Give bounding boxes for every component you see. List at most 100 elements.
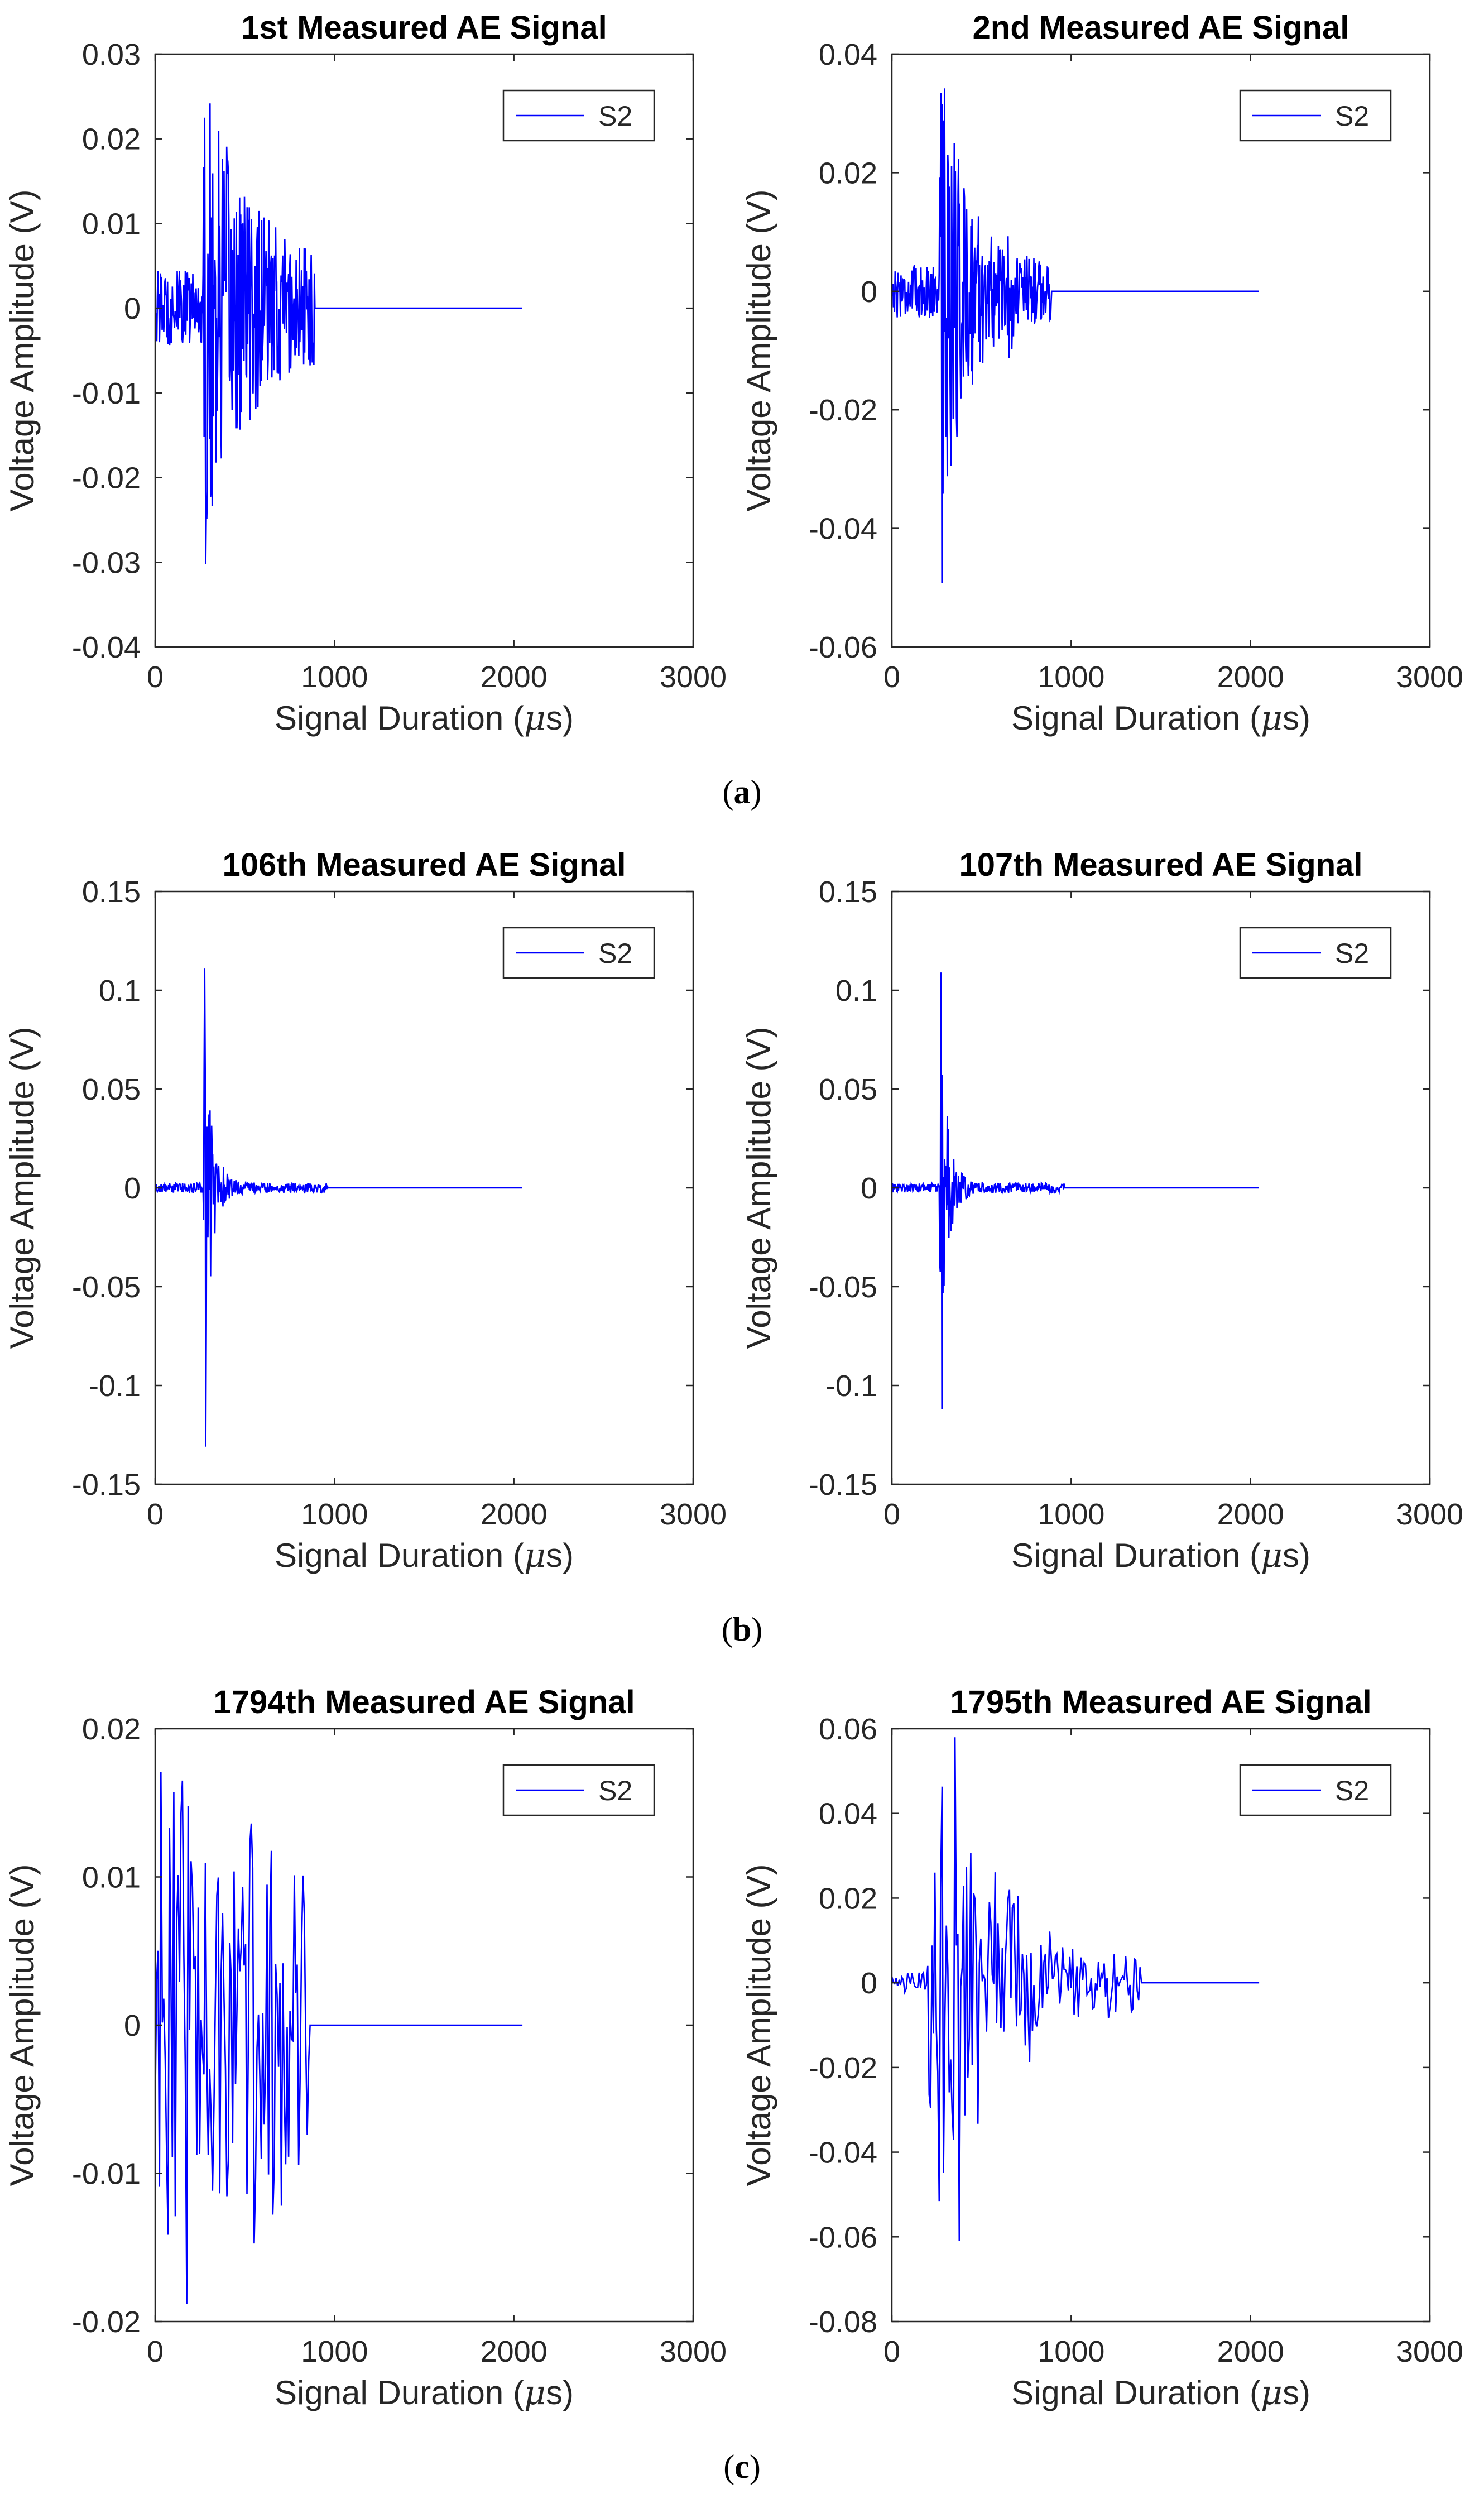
x-tick-label: 3000	[660, 2335, 727, 2368]
x-tick-label: 3000	[660, 660, 727, 694]
y-tick-label: -0.02	[809, 2051, 877, 2085]
panel-label-b: (b)	[721, 1611, 763, 1648]
x-tick-label: 3000	[1396, 660, 1463, 694]
x-axis-label: Signal Duration (μs)	[1011, 699, 1310, 738]
y-tick-label: -0.02	[72, 2305, 141, 2339]
y-tick-label: 0	[124, 1172, 141, 1205]
y-tick-label: -0.06	[809, 631, 877, 664]
axes-box	[891, 1728, 1431, 2323]
y-tick-label: 0.01	[82, 207, 141, 241]
legend-label: S2	[1335, 1775, 1369, 1806]
x-tick-label: 1000	[1038, 660, 1104, 694]
series-line-s2	[155, 968, 522, 1447]
x-tick-label: 1000	[301, 2335, 368, 2368]
x-tick-label: 2000	[1217, 660, 1284, 694]
y-tick-label: 0.05	[82, 1073, 141, 1106]
chart-1: 1st Measured AE Signal 0 1000 2000 3000 -0.04…	[3, 9, 727, 738]
y-tick-label: 0.04	[819, 1797, 877, 1831]
series-line-s2	[155, 1772, 523, 2304]
y-tick-label: -0.1	[825, 1369, 877, 1403]
x-tick-label: 1000	[1038, 1498, 1104, 1531]
y-tick-label: -0.05	[809, 1270, 877, 1304]
legend-label: S2	[598, 100, 632, 132]
x-axis-label: Signal Duration (μs)	[1011, 2373, 1310, 2413]
chart-title: 1795th Measured AE Signal	[950, 1684, 1371, 1720]
y-axis-label: Voltage Amplitude (V)	[740, 189, 777, 511]
y-axis-label: Voltage Amplitude (V)	[740, 1864, 777, 2186]
series-line-s2	[892, 1737, 1260, 2241]
y-tick-label: -0.1	[89, 1369, 141, 1403]
x-tick-label: 2000	[481, 1498, 548, 1531]
y-tick-label: 0	[124, 292, 141, 325]
y-tick-label: 0.02	[82, 1713, 141, 1746]
x-tick-label: 0	[883, 660, 900, 694]
x-axis-label: Signal Duration (μs)	[275, 1536, 574, 1575]
series-line-s2	[892, 972, 1259, 1409]
panel-label-c: (c)	[723, 2448, 761, 2485]
x-tick-label: 1000	[1038, 2335, 1104, 2368]
y-tick-label: 0.05	[819, 1073, 877, 1106]
y-tick-label: 0.03	[82, 38, 141, 71]
y-tick-label: -0.02	[72, 462, 141, 495]
y-tick-label: 0.01	[82, 1861, 141, 1895]
y-tick-label: -0.04	[809, 2136, 877, 2170]
legend: S2	[1239, 89, 1392, 142]
y-tick-label: 0.1	[835, 974, 877, 1008]
x-tick-label: 3000	[1396, 1498, 1463, 1531]
y-tick-label: -0.01	[72, 2157, 141, 2191]
chart-2: 2nd Measured AE Signal 0 1000 2000 3000 -0.06…	[740, 9, 1463, 738]
chart-6: 1795th Measured AE Signal 0 1000 2000 3000 -0…	[740, 1684, 1463, 2413]
legend-label: S2	[598, 938, 632, 969]
y-tick-label: 0.02	[819, 156, 877, 190]
panel-label-a: (a)	[722, 774, 762, 811]
x-tick-label: 1000	[301, 660, 368, 694]
y-tick-label: -0.06	[809, 2221, 877, 2254]
chart-title: 106th Measured AE Signal	[222, 847, 626, 883]
legend: S2	[1239, 927, 1392, 979]
y-axis-label: Voltage Amplitude (V)	[3, 1864, 41, 2186]
y-tick-label: 0	[861, 275, 877, 309]
axes-box	[154, 53, 694, 648]
y-axis-label: Voltage Amplitude (V)	[3, 189, 41, 511]
y-tick-label: -0.02	[809, 394, 877, 427]
x-tick-label: 0	[147, 660, 164, 694]
y-tick-label: 0.04	[819, 38, 877, 71]
legend: S2	[502, 1764, 655, 1816]
legend: S2	[1239, 1764, 1392, 1816]
chart-title: 107th Measured AE Signal	[959, 847, 1362, 883]
chart-title: 1794th Measured AE Signal	[213, 1684, 635, 1720]
y-tick-label: 0.1	[99, 974, 141, 1008]
axes-box	[891, 53, 1431, 648]
chart-3: 106th Measured AE Signal 0 1000 2000 3000 -0.…	[3, 847, 727, 1575]
x-tick-label: 0	[147, 1498, 164, 1531]
x-tick-label: 2000	[1217, 1498, 1284, 1531]
y-tick-label: -0.04	[809, 512, 877, 546]
x-tick-label: 3000	[1396, 2335, 1463, 2368]
y-tick-label: -0.03	[72, 546, 141, 579]
chart-title: 2nd Measured AE Signal	[973, 9, 1349, 46]
y-tick-label: -0.04	[72, 631, 141, 664]
x-axis-label: Signal Duration (μs)	[275, 699, 574, 738]
x-tick-label: 2000	[481, 2335, 548, 2368]
x-tick-label: 0	[147, 2335, 164, 2368]
series-line-s2	[892, 88, 1259, 583]
chart-title: 1st Measured AE Signal	[241, 9, 607, 46]
x-tick-label: 0	[883, 1498, 900, 1531]
x-axis-label: Signal Duration (μs)	[275, 2373, 574, 2413]
y-tick-label: 0	[861, 1172, 877, 1205]
y-tick-label: 0.02	[82, 123, 141, 156]
y-tick-label: 0.02	[819, 1882, 877, 1915]
series-line-s2	[155, 103, 522, 564]
legend: S2	[502, 927, 655, 979]
x-axis-label: Signal Duration (μs)	[1011, 1536, 1310, 1575]
x-tick-label: 3000	[660, 1498, 727, 1531]
y-tick-label: 0.06	[819, 1713, 877, 1746]
y-tick-label: 0.15	[82, 875, 141, 909]
x-tick-label: 2000	[1217, 2335, 1284, 2368]
chart-5: 1794th Measured AE Signal 0 1000 2000 3000 -0…	[3, 1684, 727, 2413]
legend-label: S2	[598, 1775, 632, 1806]
x-tick-label: 1000	[301, 1498, 368, 1531]
x-tick-label: 2000	[481, 660, 548, 694]
legend: S2	[502, 89, 655, 142]
